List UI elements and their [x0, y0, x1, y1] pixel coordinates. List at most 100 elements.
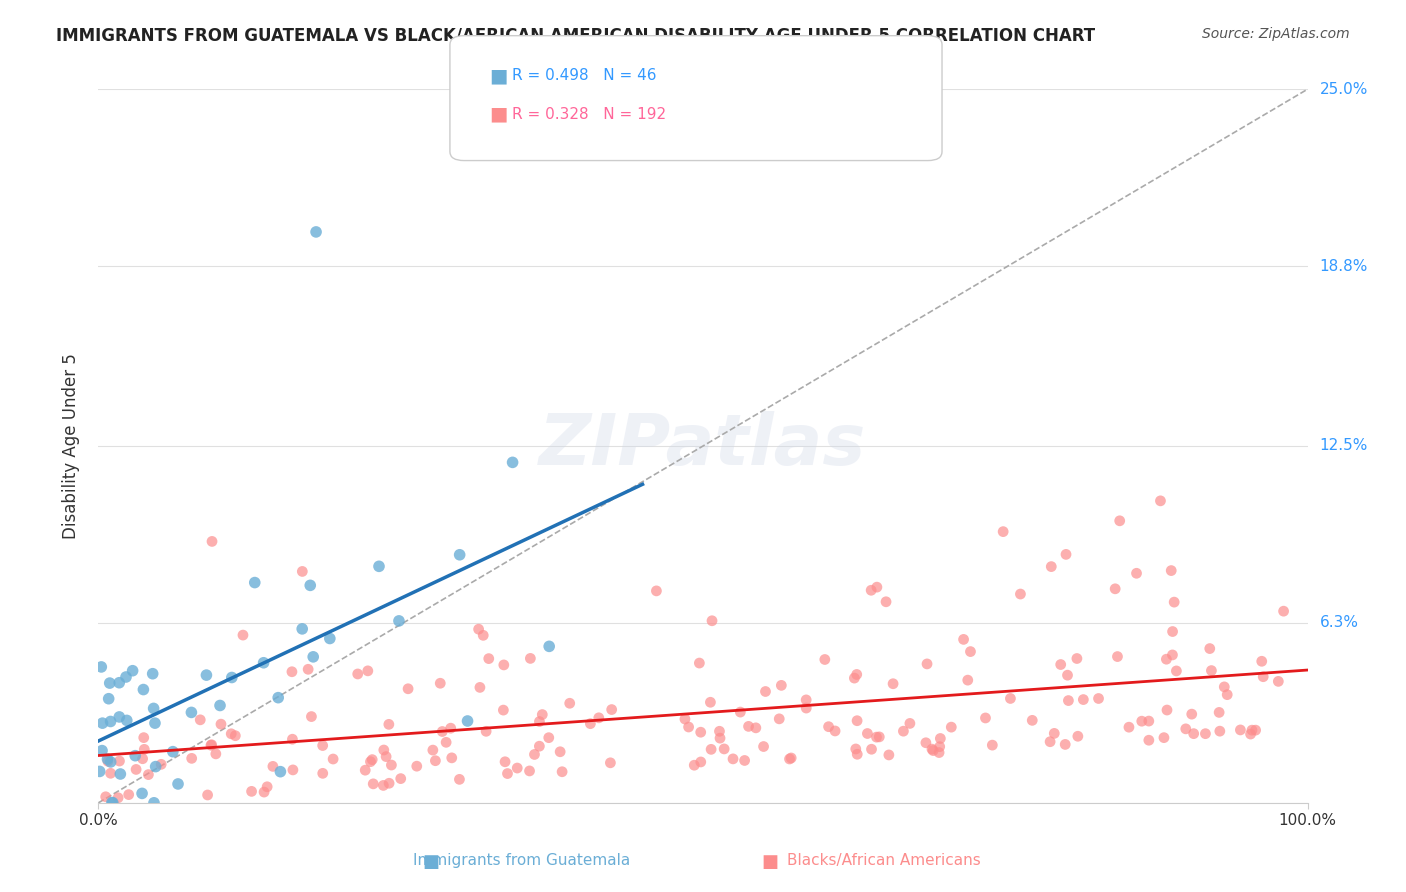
Point: [240, 784, 263, 798]
Point: [205, 747, 228, 761]
Point: [531, 707, 554, 722]
Point: [519, 651, 541, 665]
Point: [865, 730, 887, 744]
Point: [267, 690, 290, 705]
Point: [745, 721, 768, 735]
Text: 6.3%: 6.3%: [1320, 615, 1358, 631]
Point: [1244, 723, 1267, 738]
Point: [856, 726, 879, 740]
Point: [1000, 691, 1022, 706]
Point: [302, 649, 325, 664]
Point: [405, 759, 427, 773]
Point: [699, 695, 721, 709]
Point: [991, 524, 1014, 539]
Point: [167, 777, 190, 791]
Point: [389, 772, 412, 786]
Point: [378, 776, 401, 790]
Point: [974, 711, 997, 725]
Point: [754, 684, 776, 698]
Point: [253, 785, 276, 799]
Point: [354, 763, 377, 777]
Point: [312, 766, 335, 780]
Point: [599, 756, 621, 770]
Point: [1066, 651, 1088, 665]
Point: [1057, 693, 1080, 707]
Point: [252, 656, 274, 670]
Point: [101, 796, 124, 810]
Point: [281, 732, 304, 747]
Point: [162, 745, 184, 759]
Point: [780, 751, 803, 765]
Point: [121, 664, 143, 678]
Point: [440, 721, 463, 735]
Point: [817, 720, 839, 734]
Point: [770, 678, 793, 692]
Point: [96, 752, 118, 766]
Point: [1208, 706, 1230, 720]
Point: [110, 767, 132, 781]
Point: [875, 595, 897, 609]
Point: [1137, 733, 1160, 747]
Point: [700, 742, 723, 756]
Point: [1107, 649, 1129, 664]
Point: [449, 548, 471, 562]
Point: [180, 706, 202, 720]
Point: [683, 758, 706, 772]
Point: [1087, 691, 1109, 706]
Point: [361, 777, 384, 791]
Point: [537, 731, 560, 745]
Point: [91, 743, 114, 757]
Point: [360, 755, 382, 769]
Point: [1156, 703, 1178, 717]
Point: [1104, 582, 1126, 596]
Point: [380, 758, 402, 772]
Point: [721, 752, 744, 766]
Point: [115, 670, 138, 684]
Point: [1161, 624, 1184, 639]
Point: [845, 742, 868, 756]
Point: [269, 764, 291, 779]
Point: [866, 580, 889, 594]
Point: [107, 790, 129, 805]
Point: [100, 766, 122, 780]
Point: [1160, 564, 1182, 578]
Point: [449, 772, 471, 787]
Point: [1267, 674, 1289, 689]
Point: [1272, 604, 1295, 618]
Point: [422, 743, 444, 757]
Point: [492, 657, 515, 672]
Point: [529, 739, 551, 754]
Point: [312, 739, 335, 753]
Point: [132, 682, 155, 697]
Point: [882, 677, 904, 691]
Point: [1239, 727, 1261, 741]
Point: [200, 738, 222, 752]
Point: [502, 455, 524, 469]
Point: [1054, 548, 1077, 562]
Point: [981, 738, 1004, 752]
Point: [368, 559, 391, 574]
Point: [299, 709, 322, 723]
Point: [1040, 559, 1063, 574]
Point: [588, 711, 610, 725]
Point: [468, 681, 491, 695]
Point: [506, 761, 529, 775]
Point: [1181, 707, 1204, 722]
Point: [429, 676, 451, 690]
Point: [921, 742, 943, 756]
Point: [375, 749, 398, 764]
Point: [752, 739, 775, 754]
Point: [1213, 680, 1236, 694]
Point: [709, 724, 731, 739]
Point: [145, 759, 167, 773]
Point: [1251, 670, 1274, 684]
Point: [1149, 493, 1171, 508]
Point: [794, 693, 817, 707]
Point: [150, 757, 173, 772]
Point: [898, 716, 921, 731]
Text: ■: ■: [761, 853, 778, 871]
Text: Blacks/African Americans: Blacks/African Americans: [787, 853, 981, 868]
Point: [1194, 727, 1216, 741]
Point: [1043, 726, 1066, 740]
Text: IMMIGRANTS FROM GUATEMALA VS BLACK/AFRICAN AMERICAN DISABILITY AGE UNDER 5 CORRE: IMMIGRANTS FROM GUATEMALA VS BLACK/AFRIC…: [56, 27, 1095, 45]
